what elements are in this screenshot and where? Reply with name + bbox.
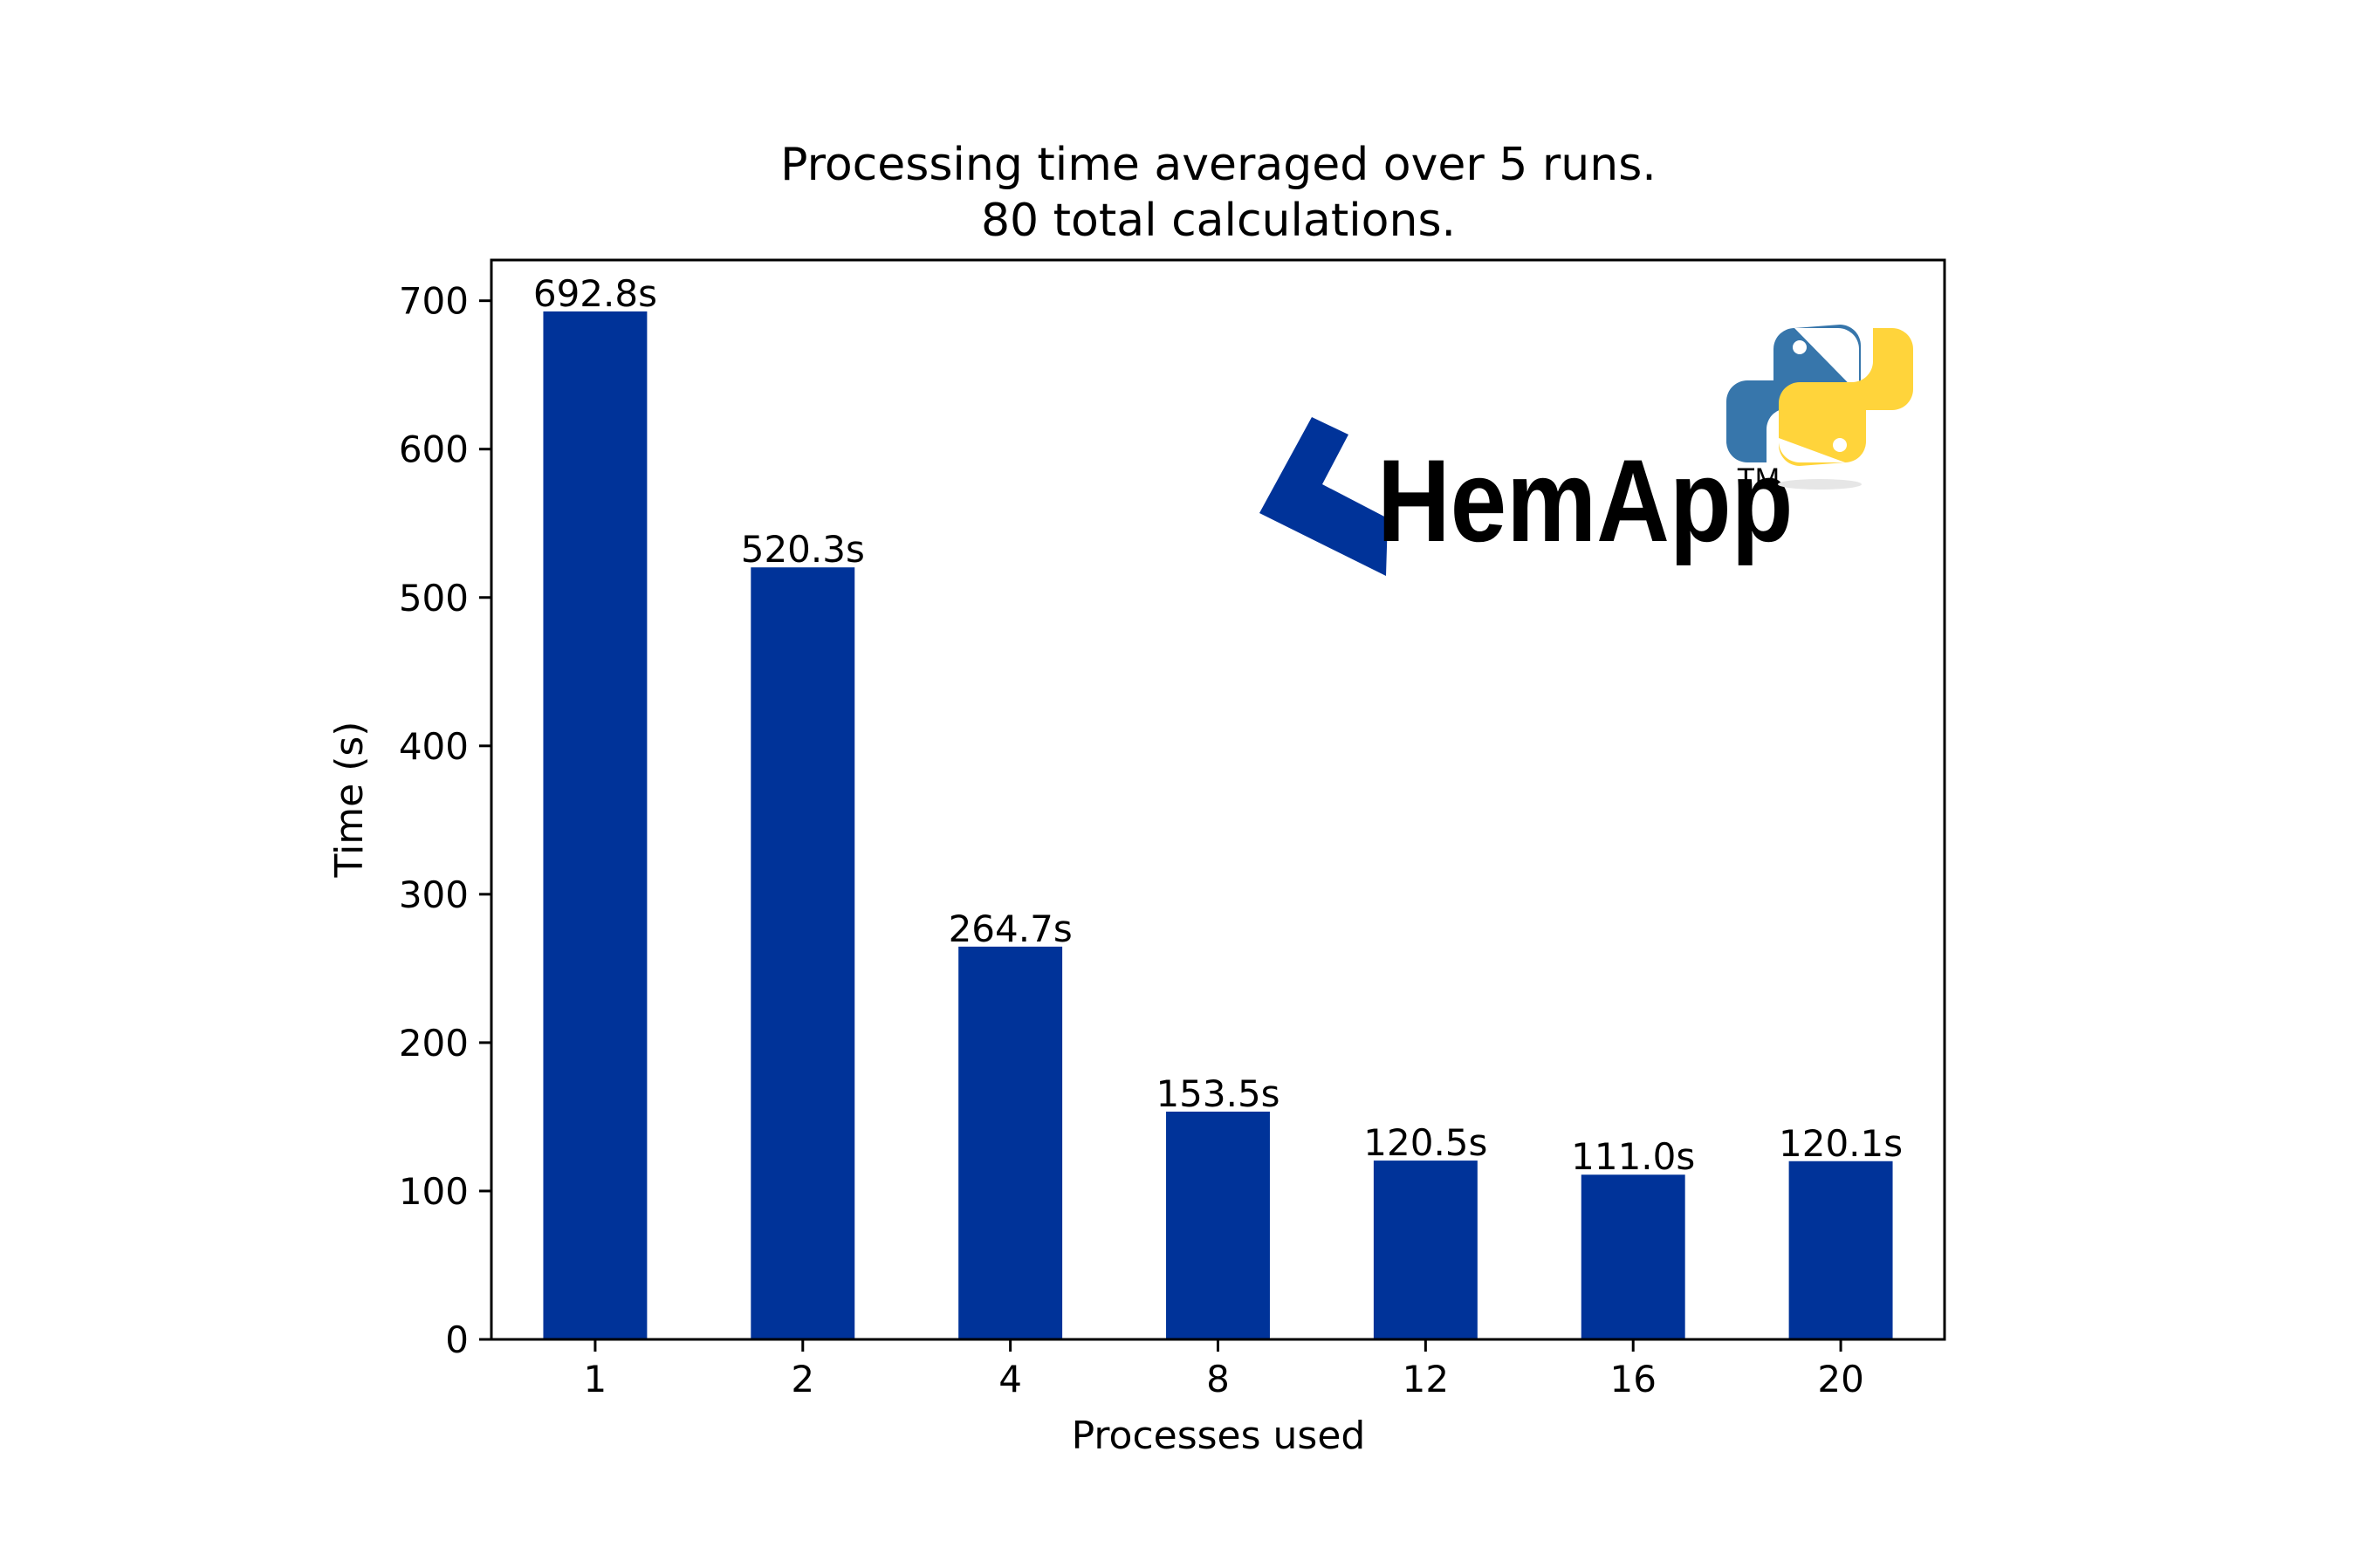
chemapp-logo: HemApp TM: [1259, 417, 1793, 576]
bar-20: [1788, 1161, 1893, 1339]
python-logo-shadow: [1778, 479, 1862, 490]
chart-title-line-1: Processing time averaged over 5 runs.: [780, 139, 1657, 191]
x-tick-label-12: 12: [1403, 1358, 1449, 1400]
data-label-2: 520.3s: [741, 528, 865, 571]
python-logo: [1726, 325, 1913, 490]
y-tick-label-300: 300: [399, 873, 469, 916]
bars-group: [543, 311, 1893, 1339]
bar-4: [958, 946, 1063, 1339]
x-tick-label-8: 8: [1206, 1358, 1230, 1400]
chemapp-logo-wordmark: HemApp: [1377, 435, 1793, 566]
chart-title-line-2: 80 total calculations.: [981, 195, 1456, 247]
chemapp-logo-trademark: TM: [1737, 462, 1780, 496]
y-tick-label-600: 600: [399, 428, 469, 471]
data-label-12: 120.5s: [1363, 1121, 1487, 1164]
python-logo-yellow-snake: [1779, 328, 1913, 466]
bar-12: [1373, 1161, 1478, 1339]
x-tick-label-4: 4: [998, 1358, 1022, 1400]
y-axis-label: Time (s): [327, 722, 372, 879]
y-tick-label-400: 400: [399, 725, 469, 768]
x-tick-label-1: 1: [584, 1358, 607, 1400]
python-logo-yellow-eye: [1833, 438, 1847, 452]
x-tick-label-16: 16: [1609, 1358, 1656, 1400]
chemapp-logo-c-mark: [1259, 417, 1388, 576]
x-tick-label-2: 2: [791, 1358, 814, 1400]
data-labels-group: 692.8s 520.3s 264.7s 153.5s 120.5s 111.0s 120.…: [533, 272, 1903, 1178]
y-tick-label-0: 0: [445, 1318, 469, 1361]
data-label-8: 153.5s: [1156, 1072, 1279, 1115]
data-label-20: 120.1s: [1779, 1122, 1903, 1165]
bar-8: [1166, 1111, 1270, 1339]
data-label-16: 111.0s: [1571, 1135, 1695, 1178]
y-axis: 0 100 200 300 400 500 600 700: [399, 280, 491, 1361]
y-tick-label-200: 200: [399, 1022, 469, 1065]
y-tick-label-500: 500: [399, 577, 469, 620]
x-axis-label: Processes used: [1072, 1414, 1366, 1458]
y-tick-label-700: 700: [399, 280, 469, 323]
bar-2: [751, 567, 855, 1339]
data-label-4: 264.7s: [949, 907, 1073, 950]
python-logo-blue-eye: [1793, 340, 1807, 354]
chart-title: Processing time averaged over 5 runs. 80…: [780, 139, 1657, 247]
data-label-1: 692.8s: [533, 272, 657, 315]
bar-1: [543, 311, 648, 1339]
x-tick-label-20: 20: [1817, 1358, 1863, 1400]
bar-16: [1581, 1174, 1685, 1339]
y-tick-label-100: 100: [399, 1170, 469, 1213]
x-axis: 1 2 4 8 12 16 20: [584, 1339, 1864, 1400]
